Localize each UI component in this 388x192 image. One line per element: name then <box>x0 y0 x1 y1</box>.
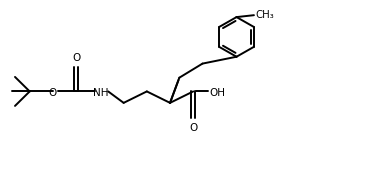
Text: OH: OH <box>210 88 225 98</box>
Text: O: O <box>49 88 57 98</box>
Text: CH₃: CH₃ <box>256 10 275 20</box>
Text: O: O <box>72 53 80 63</box>
Text: NH: NH <box>94 88 109 98</box>
Text: O: O <box>189 123 197 133</box>
